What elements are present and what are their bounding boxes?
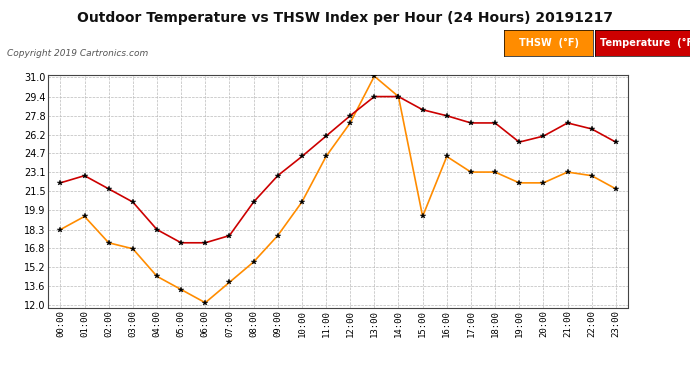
Text: Outdoor Temperature vs THSW Index per Hour (24 Hours) 20191217: Outdoor Temperature vs THSW Index per Ho… [77,11,613,25]
Text: Temperature  (°F): Temperature (°F) [600,38,690,48]
Text: Copyright 2019 Cartronics.com: Copyright 2019 Cartronics.com [7,49,148,58]
Text: THSW  (°F): THSW (°F) [519,38,578,48]
